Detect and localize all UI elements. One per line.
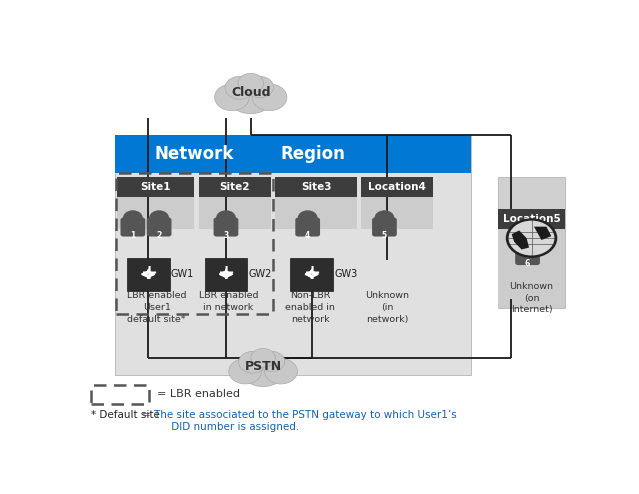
Circle shape [374,210,394,225]
Circle shape [508,220,555,256]
Text: GW2: GW2 [249,269,272,279]
FancyBboxPatch shape [114,135,471,173]
FancyBboxPatch shape [498,177,566,308]
FancyBboxPatch shape [114,135,471,375]
Text: 6: 6 [525,259,530,268]
FancyBboxPatch shape [227,95,275,102]
Circle shape [518,239,537,254]
Circle shape [252,84,287,111]
Circle shape [227,77,275,114]
Text: ✛: ✛ [219,265,233,283]
PathPatch shape [534,227,551,240]
Text: 3: 3 [224,231,229,240]
Circle shape [238,73,264,93]
Text: ✛: ✛ [304,265,320,283]
FancyBboxPatch shape [240,369,286,376]
Circle shape [123,210,142,225]
FancyBboxPatch shape [121,217,145,237]
Circle shape [240,352,286,387]
FancyBboxPatch shape [361,177,433,197]
Circle shape [229,359,262,384]
FancyBboxPatch shape [295,217,320,237]
Text: Unknown
(in
network): Unknown (in network) [365,291,409,324]
Circle shape [215,84,249,111]
Text: = LBR enabled: = LBR enabled [157,389,240,399]
FancyBboxPatch shape [127,258,169,290]
FancyBboxPatch shape [204,258,247,290]
Text: 5: 5 [382,231,387,240]
Text: 1: 1 [130,231,135,240]
FancyBboxPatch shape [199,197,270,229]
Circle shape [506,218,557,258]
Text: Site2: Site2 [219,182,250,192]
FancyBboxPatch shape [117,197,194,229]
FancyBboxPatch shape [199,177,270,197]
Text: Site3: Site3 [301,182,332,192]
Circle shape [225,77,255,99]
Circle shape [508,220,555,256]
FancyBboxPatch shape [290,258,333,290]
Text: LBR enabled
User1
default site*: LBR enabled User1 default site* [127,291,187,324]
Text: Site1: Site1 [140,182,171,192]
FancyBboxPatch shape [498,229,566,308]
Text: Location4: Location4 [368,182,426,192]
Text: = The site associated to the PSTN gateway to which User1’s
         DID number i: = The site associated to the PSTN gatewa… [142,410,456,432]
Text: Cloud: Cloud [231,86,270,99]
FancyBboxPatch shape [117,177,194,197]
Text: 4: 4 [305,231,311,240]
Text: Unknown
(on
Internet): Unknown (on Internet) [509,282,553,314]
Circle shape [216,210,236,225]
Text: GW3: GW3 [334,269,358,279]
Text: ✛: ✛ [141,265,156,283]
Circle shape [258,351,285,371]
Text: Location5: Location5 [503,214,560,224]
FancyBboxPatch shape [515,246,540,265]
FancyBboxPatch shape [372,217,397,237]
FancyBboxPatch shape [147,217,171,237]
FancyBboxPatch shape [275,197,357,229]
Circle shape [251,349,275,368]
Circle shape [298,210,318,225]
Text: Region: Region [280,145,345,164]
Circle shape [149,210,169,225]
FancyBboxPatch shape [213,217,238,237]
PathPatch shape [512,230,529,249]
Text: Non-LBR
enabled in
network: Non-LBR enabled in network [285,291,335,324]
Circle shape [238,351,267,373]
Text: 2: 2 [157,231,162,240]
Text: LBR enabled
in network: LBR enabled in network [199,291,258,312]
Circle shape [265,359,297,384]
Text: Network: Network [154,145,233,164]
Text: * Default site: * Default site [91,410,160,420]
Circle shape [246,77,273,98]
FancyBboxPatch shape [361,197,433,229]
FancyBboxPatch shape [498,209,566,229]
Text: PSTN: PSTN [245,360,282,373]
Text: GW1: GW1 [171,269,194,279]
FancyBboxPatch shape [275,177,357,197]
